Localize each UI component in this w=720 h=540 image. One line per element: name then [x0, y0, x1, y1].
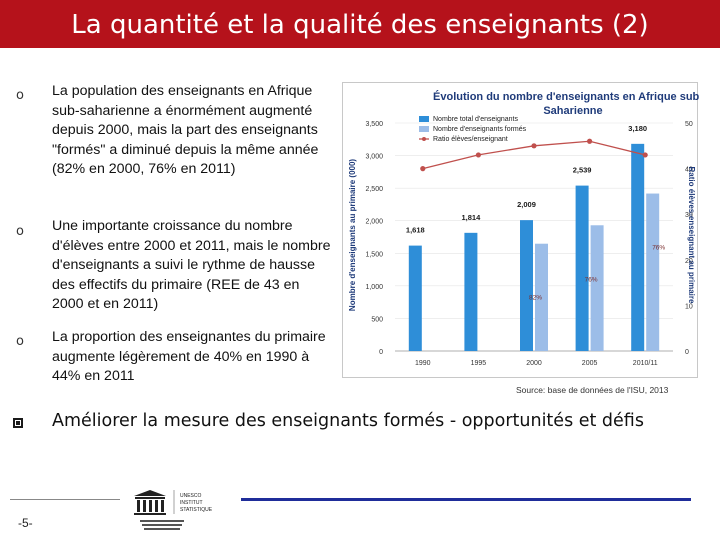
bar-total-teachers	[575, 185, 589, 351]
y-tick-label: 2,000	[365, 219, 383, 226]
bullet-text-3: La proportion des enseignantes du primai…	[52, 329, 326, 384]
y-tick-label: 0	[379, 349, 383, 356]
bar-total-teachers	[631, 143, 645, 351]
y2-tick-label: 30	[685, 212, 693, 219]
bullet-text-2: Une importante croissance du nombre d'él…	[52, 218, 331, 312]
x-tick-label: 2005	[582, 360, 598, 367]
bar-total-teachers	[520, 220, 533, 351]
y-tick-label: 1,000	[365, 284, 383, 291]
x-tick-label: 2010/11	[633, 360, 658, 367]
bar-trained-teachers	[535, 243, 548, 351]
bar-trained-teachers	[646, 193, 660, 351]
y-tick-label: 3,500	[365, 121, 383, 128]
page-number: -5-	[18, 516, 33, 530]
bar-value-label: 1,814	[462, 213, 482, 222]
ratio-point	[420, 166, 426, 172]
x-tick-label: 1995	[471, 360, 487, 367]
x-tick-label: 1990	[415, 360, 431, 367]
chart-title-line-2: Saharienne	[543, 105, 602, 117]
bullet-marker-1: o	[16, 88, 24, 103]
y-tick-label: 500	[371, 316, 383, 323]
y2-tick-label: 50	[685, 121, 693, 128]
bar-value-label: 2,539	[573, 166, 592, 175]
chart-title-line-1: Évolution du nombre d'enseignants en Afr…	[433, 90, 699, 103]
item-ameliorer: Améliorer la mesure des enseignants form…	[52, 411, 644, 431]
legend-swatch	[419, 116, 429, 122]
y2-tick-label: 20	[685, 258, 693, 265]
bar-value-label: 3,180	[628, 124, 647, 133]
bar-total-teachers	[408, 245, 422, 351]
logo-text-1: UNESCO	[180, 493, 202, 499]
unesco-temple-icon	[134, 490, 166, 515]
footer-divider-left	[10, 499, 120, 500]
y-tick-label: 2,500	[365, 186, 383, 193]
legend-swatch	[419, 126, 429, 132]
slide-title: La quantité et la qualité des enseignant…	[0, 0, 720, 48]
square-bullet-icon	[13, 418, 23, 428]
bar-percent-label: 76%	[585, 276, 598, 283]
y2-axis-label: Ratio élèves-enseignant au primaire	[687, 167, 696, 304]
bar-trained-teachers	[590, 225, 604, 351]
legend-swatch-marker	[422, 137, 426, 141]
ratio-point	[531, 143, 537, 149]
bar-percent-label: 76%	[652, 245, 665, 252]
bullet-text-1: La population des enseignants en Afrique…	[52, 83, 319, 177]
bar-value-label: 1,618	[406, 226, 425, 235]
legend-label: Nombre total d'enseignants	[433, 116, 518, 123]
logo-text-3: STATISTIQUE	[180, 507, 213, 513]
y-tick-label: 3,000	[365, 154, 383, 161]
bar-value-label: 2,009	[517, 200, 536, 209]
y-tick-label: 1,500	[365, 251, 383, 258]
legend-label: Ratio élèves/enseignant	[433, 136, 508, 143]
bullet-marker-2: o	[16, 224, 24, 239]
y2-tick-label: 10	[685, 303, 693, 310]
ratio-point	[475, 152, 481, 158]
bar-percent-label: 82%	[529, 295, 542, 302]
y2-tick-label: 40	[685, 167, 693, 174]
bullet-marker-3: o	[16, 334, 24, 349]
chart-source-text: Source: base de données de l'ISU, 2013	[516, 385, 669, 395]
uis-logo: UNESCO INSTITUT STATISTIQUE	[134, 490, 213, 530]
logo-text-2: INSTITUT	[180, 500, 203, 506]
chart-panel: Évolution du nombre d'enseignants en Afr…	[342, 82, 703, 397]
ratio-point	[587, 138, 593, 144]
teacher-evolution-chart: Évolution du nombre d'enseignants en Afr…	[348, 90, 703, 397]
x-tick-label: 2000	[526, 360, 542, 367]
ratio-point	[642, 152, 648, 158]
footer-divider-right	[241, 498, 691, 501]
y2-tick-label: 0	[685, 349, 689, 356]
bar-total-teachers	[464, 232, 478, 351]
y-axis-label: Nombre d'enseignants au primaire (000)	[348, 159, 357, 312]
legend-label: Nombre d'enseignants formés	[433, 126, 527, 133]
